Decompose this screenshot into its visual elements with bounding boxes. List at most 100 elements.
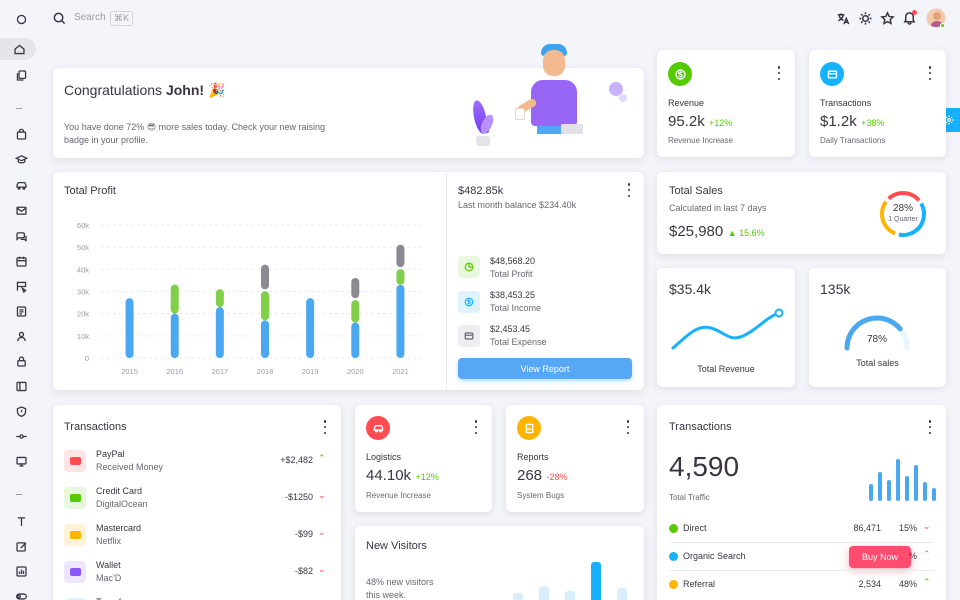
sidebar-item-invoice[interactable] [6, 300, 36, 322]
sidebar-item-forms[interactable] [6, 535, 36, 557]
plant-illustration [468, 98, 496, 148]
sidebar-item-user[interactable] [6, 325, 36, 347]
sidebar-item-pages[interactable] [6, 64, 36, 86]
x-tick-label: 2017 [212, 367, 229, 376]
profit-bar[interactable] [125, 298, 134, 358]
profit-bar[interactable] [396, 284, 405, 358]
transaction-sub: DigitalOcean [96, 499, 148, 509]
sidebar-item-typography[interactable] [6, 510, 36, 532]
view-report-button[interactable]: View Report [458, 358, 632, 379]
profit-bar[interactable] [396, 244, 405, 268]
revenue-line-chart [671, 308, 784, 350]
sidebar-item-email[interactable] [6, 199, 36, 221]
balance-value: $482.85k [458, 185, 504, 197]
more-options-icon[interactable] [776, 66, 782, 80]
logistics-caption: Revenue Increase [366, 491, 431, 500]
transaction-name: Mastercard [96, 523, 142, 533]
transaction-amount: -$99 [294, 529, 313, 539]
sidebar-item-kanban[interactable] [6, 275, 36, 297]
sidebar-item-wizard[interactable] [6, 425, 36, 447]
sidebar-item-chat[interactable] [6, 225, 36, 247]
sidebar-item-academy[interactable] [6, 148, 36, 170]
profit-bar[interactable] [170, 284, 179, 314]
profit-bar[interactable] [396, 269, 405, 285]
sidebar-item-roles[interactable] [6, 350, 36, 372]
new-visitors-line2: this week. [366, 590, 407, 600]
payment-method-icon [64, 487, 86, 509]
sidebar-item-charts[interactable] [6, 560, 36, 582]
visitors-bar [591, 562, 601, 600]
sidebar-item-ecommerce[interactable] [6, 123, 36, 145]
profit-bar[interactable] [215, 289, 224, 308]
logistics-value-row: 44.10k +12% [366, 467, 439, 485]
profit-bar[interactable] [261, 291, 269, 321]
total-revenue-card: $35.4k Total Revenue [657, 268, 795, 387]
more-options-icon[interactable] [927, 420, 933, 434]
sidebar-item-logistics[interactable] [6, 174, 36, 196]
sidebar-item-calendar[interactable] [6, 250, 36, 272]
sidebar-rail [0, 0, 40, 600]
dollar-icon [668, 62, 692, 86]
sidebar-item-auth[interactable] [6, 400, 36, 422]
transactions-value: $1.2k [820, 113, 857, 130]
star-icon[interactable] [880, 11, 895, 31]
traffic-bar [869, 484, 873, 501]
gauge-fill [844, 315, 903, 351]
buy-now-button[interactable]: Buy Now [849, 546, 911, 568]
monitor-icon [15, 456, 27, 467]
transaction-sub: Mac'D [96, 573, 122, 583]
profit-bar[interactable] [351, 300, 360, 323]
profit-bar[interactable] [261, 320, 269, 358]
profit-bar[interactable] [261, 264, 269, 290]
transaction-amount: +$2,482 [280, 455, 313, 465]
circle-toggle-icon[interactable] [6, 8, 36, 30]
traffic-bar [905, 476, 909, 501]
visitors-bar [513, 593, 523, 600]
revenue-label: Revenue [668, 98, 705, 108]
profit-bar[interactable] [215, 307, 224, 358]
profit-bar[interactable] [170, 313, 179, 358]
traffic-bar [932, 488, 936, 501]
revenue-change: +12% [709, 118, 733, 128]
transactions-change: +38% [861, 118, 885, 128]
chart-icon [15, 565, 27, 577]
source-name: Direct [683, 523, 707, 533]
transaction-amount: -$82 [294, 566, 313, 576]
total-sales-gauge-card: 135k 78% Total sales [809, 268, 946, 387]
translate-icon[interactable] [836, 11, 851, 31]
bell-icon[interactable] [902, 10, 917, 30]
more-options-icon[interactable] [625, 420, 631, 434]
more-options-icon[interactable] [927, 66, 933, 80]
more-options-icon[interactable] [473, 420, 479, 434]
total-sales-change: ▲ 15.6% [727, 228, 765, 238]
card-icon [458, 325, 480, 347]
payment-logo-icon [69, 494, 81, 502]
revenue-value-row: 95.2k +12% [668, 113, 732, 131]
chevron-down-icon: ⌄ [923, 521, 931, 531]
search-icon[interactable] [52, 11, 67, 31]
edit-icon [15, 541, 26, 552]
profit-bar[interactable] [351, 277, 360, 299]
profit-bar[interactable] [306, 298, 315, 358]
total-sales-value-row: $25,980 ▲ 15.6% [669, 223, 765, 241]
balance-caption: Last month balance $234.40k [458, 200, 577, 210]
kanban-icon [16, 281, 27, 293]
sun-icon[interactable] [858, 11, 873, 31]
sidebar-item-home[interactable] [0, 38, 36, 60]
more-options-icon[interactable] [322, 420, 328, 434]
sidebar-item-layouts[interactable] [6, 375, 36, 397]
search-input[interactable]: Search [74, 12, 106, 23]
traffic-card: Transactions 4,590 Total Traffic Buy Now… [657, 405, 946, 600]
more-options-icon[interactable] [626, 183, 632, 197]
y-tick-label: 30k [77, 288, 89, 297]
y-tick-label: 50k [77, 243, 89, 252]
total-revenue-label: Total Revenue [697, 364, 755, 374]
row-divider [669, 570, 934, 571]
total-profit-card: Total Profit 60k 50k 40k 30k 20k 10k 0 2015 2016… [53, 172, 644, 390]
sidebar-item-dialogs[interactable] [6, 450, 36, 472]
sidebar-item-toggle[interactable] [6, 585, 36, 600]
congratulations-card: Congratulations John! 🎉 You have done 72… [53, 44, 644, 158]
profit-bar[interactable] [351, 322, 360, 358]
total-revenue-value: $35.4k [669, 281, 712, 297]
stat-value: $2,453.45 [490, 324, 531, 334]
